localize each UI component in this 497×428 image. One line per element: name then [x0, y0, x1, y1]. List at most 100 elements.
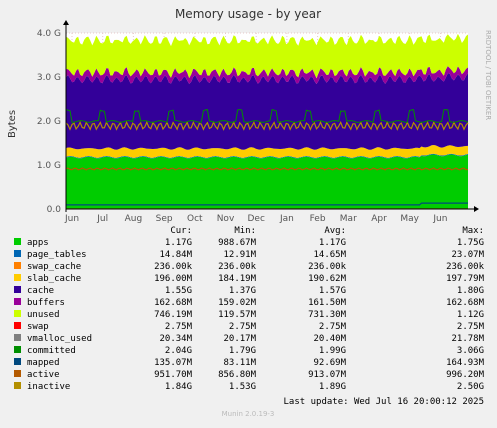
x-tick-label: Apr [371, 214, 387, 224]
legend-name-committed: committed [27, 346, 76, 356]
legend-max-apps: 1.75G [457, 238, 484, 248]
munin-version: Munin 2.0.19-3 [222, 410, 275, 418]
y-tick-label: 1.0 G [37, 161, 61, 171]
legend-min-cache: 1.37G [229, 286, 256, 296]
legend-swatch-cache [14, 286, 21, 293]
x-tick-label: Jun [432, 214, 447, 224]
legend-max-inactive: 2.50G [457, 382, 484, 392]
legend-name-vmalloc_used: vmalloc_used [27, 334, 92, 344]
legend-name-active: active [27, 370, 60, 380]
legend-avg-inactive: 1.89G [319, 382, 346, 392]
axes: 0.0 1.0 G 2.0 G 3.0 G 4.0 G Jun Jul Aug Sep Oct No… [37, 20, 479, 224]
area-cache [66, 73, 468, 150]
x-tick-label: Jun [64, 214, 79, 224]
legend-name-inactive: inactive [27, 382, 70, 392]
legend-avg-swap: 2.75M [319, 322, 347, 332]
legend-name-mapped: mapped [27, 358, 60, 368]
legend-avg-mapped: 92.69M [313, 358, 346, 368]
legend-avg-slab_cache: 190.62M [308, 274, 347, 284]
line-inactive [65, 120, 469, 131]
table-header-min: Min: [234, 226, 256, 236]
legend-swatch-apps [14, 238, 21, 245]
legend-max-committed: 3.06G [457, 346, 484, 356]
y-tick-label: 0.0 [47, 205, 62, 215]
legend-swatch-vmalloc_used [14, 334, 21, 341]
legend-max-page_tables: 23.07M [451, 250, 484, 260]
x-tick-label: Mar [340, 214, 357, 224]
legend-swatch-committed [14, 346, 21, 353]
x-tick-label: Nov [217, 214, 235, 224]
area-buffers [66, 66, 468, 84]
area-page_tables [66, 153, 468, 159]
legend-max-cache: 1.80G [457, 286, 484, 296]
legend-swatch-active [14, 370, 21, 377]
x-tick-label: Jul [96, 214, 108, 224]
line-active [65, 167, 469, 171]
legend-cur-buffers: 162.68M [154, 298, 193, 308]
x-tick-label: Feb [310, 214, 326, 224]
legend-swatch-swap_cache [14, 262, 21, 269]
legend-cur-swap: 2.75M [165, 322, 193, 332]
legend-cur-active: 951.70M [154, 370, 193, 380]
legend-avg-vmalloc_used: 20.40M [313, 334, 346, 344]
legend-min-vmalloc_used: 20.17M [223, 334, 256, 344]
legend-max-active: 996.20M [446, 370, 485, 380]
legend-name-buffers: buffers [27, 298, 65, 308]
legend-swatch-page_tables [14, 250, 21, 257]
line-mapped [66, 202, 468, 206]
legend-avg-page_tables: 14.65M [313, 250, 346, 260]
legend-max-unused: 1.12G [457, 310, 484, 320]
legend-avg-cache: 1.57G [319, 286, 346, 296]
legend-swatch-buffers [14, 298, 21, 305]
legend-name-apps: apps [27, 238, 49, 248]
area-unused [66, 33, 468, 79]
area-apps [66, 154, 468, 209]
legend-name-slab_cache: slab_cache [27, 274, 81, 284]
legend-avg-buffers: 161.50M [308, 298, 347, 308]
legend-name-cache: cache [27, 286, 54, 296]
area-slab_cache [66, 145, 468, 158]
legend-max-mapped: 164.93M [446, 358, 485, 368]
x-tick-label: Dec [247, 214, 264, 224]
x-tick-label: Jan [279, 214, 294, 224]
legend-min-committed: 1.79G [229, 346, 256, 356]
legend-min-swap_cache: 236.00k [218, 262, 257, 272]
y-tick-label: 4.0 G [37, 29, 61, 39]
legend-avg-apps: 1.17G [319, 238, 346, 248]
y-tick-label: 2.0 G [37, 117, 61, 127]
legend-cur-inactive: 1.84G [165, 382, 192, 392]
x-tick-label: May [400, 214, 419, 224]
table-header-avg: Avg: [324, 226, 346, 236]
legend-cur-page_tables: 14.84M [159, 250, 192, 260]
legend-cur-vmalloc_used: 20.34M [159, 334, 192, 344]
legend-avg-unused: 731.30M [308, 310, 347, 320]
legend-max-swap_cache: 236.00k [446, 262, 485, 272]
legend-cur-mapped: 135.07M [154, 358, 193, 368]
x-tick-label: Sep [156, 214, 173, 224]
legend-min-buffers: 159.02M [218, 298, 257, 308]
legend-name-unused: unused [27, 310, 60, 320]
table-header-cur: Cur: [170, 226, 192, 236]
legend-swatch-mapped [14, 358, 21, 365]
legend-min-page_tables: 12.91M [223, 250, 256, 260]
legend-cur-unused: 746.19M [154, 310, 193, 320]
y-tick-label: 3.0 G [37, 73, 61, 83]
legend-min-swap: 2.75M [229, 322, 257, 332]
legend-swatch-slab_cache [14, 274, 21, 281]
legend-max-swap: 2.75M [457, 322, 485, 332]
legend-cur-cache: 1.55G [165, 286, 192, 296]
legend-max-slab_cache: 197.79M [446, 274, 485, 284]
y-axis-label: Bytes [7, 110, 18, 138]
legend-name-swap_cache: swap_cache [27, 262, 81, 272]
legend-name-swap: swap [27, 322, 49, 332]
stacked-areas [66, 33, 468, 209]
rrdtool-credit: RRDTOOL / TOBI OETIKER [484, 30, 492, 120]
legend-cur-swap_cache: 236.00k [154, 262, 193, 272]
legend-table: Cur: Min: Avg: Max: apps 1.17G 988.67M 1.17G 1.7… [14, 226, 485, 392]
line-committed [65, 108, 469, 123]
legend-cur-committed: 2.04G [165, 346, 192, 356]
legend-swatch-unused [14, 310, 21, 317]
legend-cur-apps: 1.17G [165, 238, 192, 248]
legend-max-buffers: 162.68M [446, 298, 485, 308]
